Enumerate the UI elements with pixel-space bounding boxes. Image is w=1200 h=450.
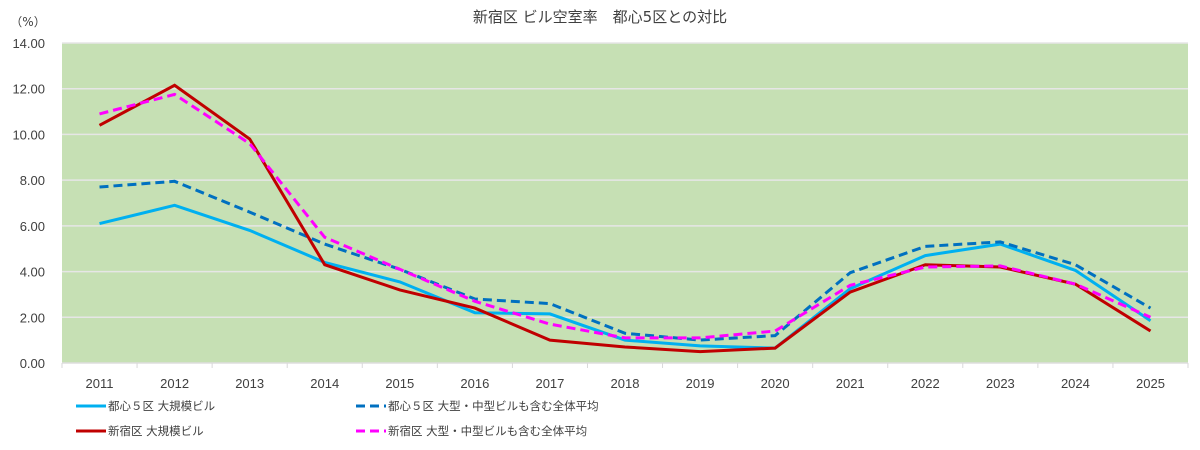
plot-area bbox=[62, 43, 1188, 363]
legend-label: 新宿区 大規模ビル bbox=[108, 424, 204, 438]
y-tick-label: 12.00 bbox=[12, 82, 45, 97]
legend-label: 都心５区 大型・中型ビルも含む全体平均 bbox=[388, 399, 599, 413]
x-tick-label: 2012 bbox=[160, 376, 189, 391]
x-tick-label: 2021 bbox=[836, 376, 865, 391]
gridlines bbox=[62, 42, 1188, 364]
x-tick-label: 2024 bbox=[1061, 376, 1090, 391]
legend-item: 都心５区 大型・中型ビルも含む全体平均 bbox=[356, 399, 599, 413]
series-line-0 bbox=[99, 203, 1152, 350]
x-tick-label: 2017 bbox=[535, 376, 564, 391]
x-tick-label: 2025 bbox=[1136, 376, 1165, 391]
y-axis-unit-label: （%） bbox=[10, 15, 45, 29]
x-tick-label: 2020 bbox=[761, 376, 790, 391]
x-tick-label: 2014 bbox=[310, 376, 339, 391]
legend-label: 都心５区 大規模ビル bbox=[108, 399, 215, 413]
x-tick-label: 2013 bbox=[235, 376, 264, 391]
x-tick-label: 2019 bbox=[686, 376, 715, 391]
series-line-1 bbox=[99, 179, 1152, 342]
series-line-3 bbox=[99, 92, 1152, 340]
series-group bbox=[98, 83, 1152, 354]
x-tick-label: 2023 bbox=[986, 376, 1015, 391]
y-tick-label: 14.00 bbox=[12, 36, 45, 51]
legend-label: 新宿区 大型・中型ビルも含む全体平均 bbox=[388, 424, 587, 438]
y-axis: 0.00 2.00 4.00 6.00 8.00 10.00 12.00 14.00 bbox=[12, 36, 45, 371]
y-tick-label: 2.00 bbox=[20, 310, 45, 325]
y-tick-label: 10.00 bbox=[12, 127, 45, 142]
legend-item: 新宿区 大型・中型ビルも含む全体平均 bbox=[356, 424, 587, 438]
x-axis: 2011 2012 2013 2014 2015 2016 2017 2018 2019 2020… bbox=[61, 362, 1189, 391]
x-tick-label: 2015 bbox=[385, 376, 414, 391]
x-tick-label: 2022 bbox=[911, 376, 940, 391]
legend-item: 都心５区 大規模ビル bbox=[76, 399, 215, 413]
y-tick-label: 6.00 bbox=[20, 219, 45, 234]
y-tick-label: 8.00 bbox=[20, 173, 45, 188]
y-tick-label: 0.00 bbox=[20, 356, 45, 371]
legend-item: 新宿区 大規模ビル bbox=[76, 424, 204, 438]
x-tick-label: 2018 bbox=[611, 376, 640, 391]
y-tick-label: 4.00 bbox=[20, 265, 45, 280]
x-tick-label: 2016 bbox=[460, 376, 489, 391]
chart-title: 新宿区 ビル空室率 都心5区との対比 bbox=[473, 8, 727, 26]
x-tick-label: 2011 bbox=[86, 376, 114, 391]
